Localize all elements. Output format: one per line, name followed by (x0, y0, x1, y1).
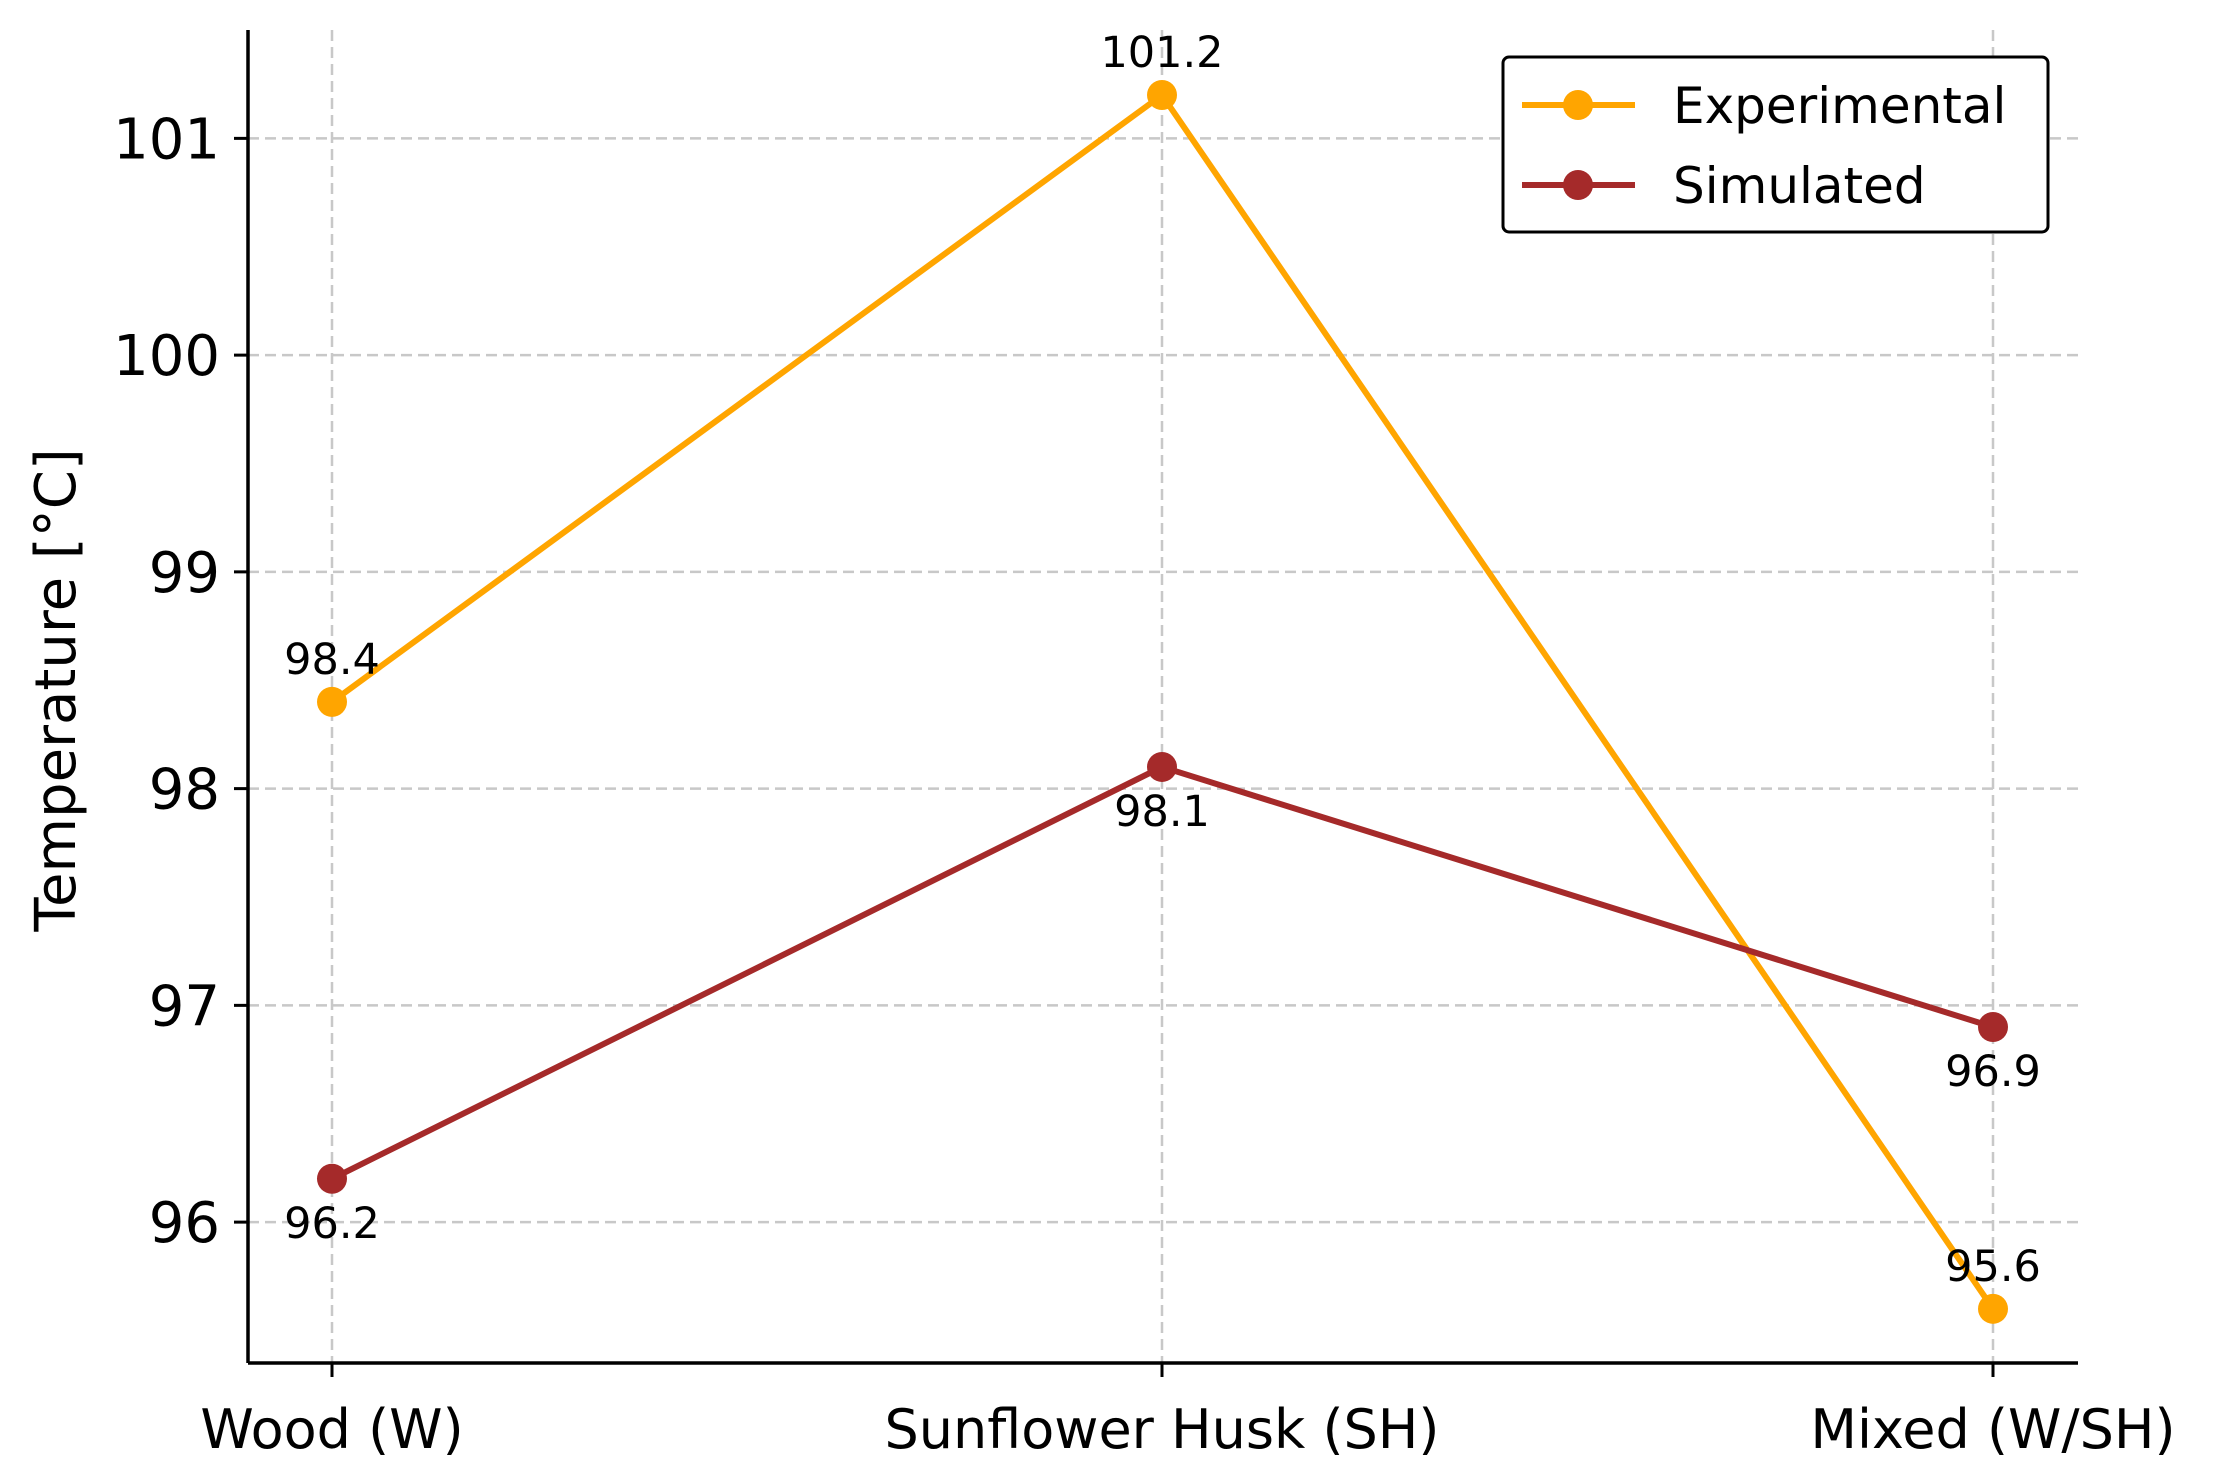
y-tick-label: 101 (113, 107, 220, 172)
data-label: 96.9 (1945, 1047, 2041, 1097)
data-label: 98.4 (284, 635, 380, 685)
y-tick-label: 96 (149, 1191, 220, 1256)
data-label: 96.2 (284, 1199, 380, 1249)
data-point (1978, 1293, 2008, 1324)
data-point (1147, 751, 1177, 782)
data-point (317, 1163, 347, 1194)
data-labels: 98.4 101.2 95.6 96.2 98.1 96.9 (284, 28, 2041, 1292)
x-tick-label: Wood (W) (200, 1398, 463, 1457)
legend-swatch-marker (1563, 170, 1593, 200)
axes: Wood (W) Sunflower Husk (SH) Mixed (W/SH) 9… (113, 30, 2176, 1457)
y-tick-label: 100 (113, 324, 220, 389)
data-point (1978, 1012, 2008, 1043)
y-tick-label: 98 (149, 758, 220, 823)
data-point (1147, 80, 1177, 111)
x-tick-label: Mixed (W/SH) (1810, 1398, 2175, 1457)
series-layer (317, 80, 2008, 1324)
data-label: 98.1 (1114, 787, 1210, 837)
legend-swatch-marker (1563, 90, 1593, 120)
legend-box (1501, 55, 2050, 234)
legend-label: Simulated (1673, 157, 1926, 215)
y-axis-title: Temperature [°C] (24, 448, 89, 932)
legend: Experimental Simulated (1501, 55, 2050, 234)
y-tick-label: 97 (149, 974, 220, 1039)
legend-label: Experimental (1673, 77, 2006, 135)
x-tick-label: Sunflower Husk (SH) (885, 1398, 1440, 1457)
data-point (317, 686, 347, 717)
data-label: 95.6 (1945, 1242, 2041, 1292)
y-tick-label: 99 (149, 541, 220, 606)
data-label: 101.2 (1100, 28, 1223, 78)
